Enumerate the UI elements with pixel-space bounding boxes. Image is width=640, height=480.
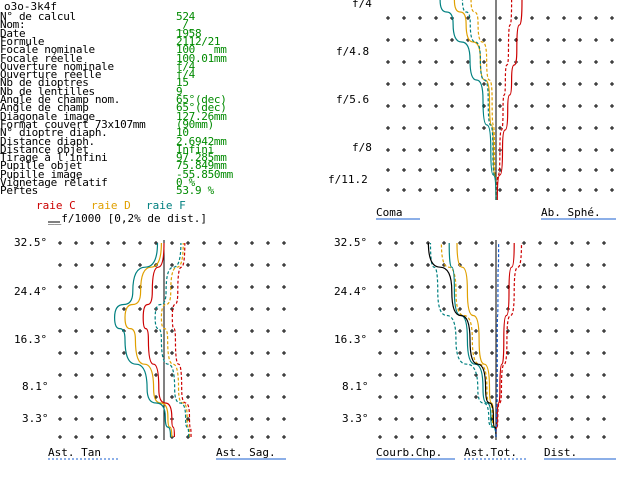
param-value: 100.01mm [176,51,227,65]
tab-ast-sag[interactable]: Ast. Sag. [216,446,276,459]
param-label: Tirage à l'infini [0,151,108,165]
param-label: N° de calcul [0,10,76,23]
dist-series [495,242,500,438]
param-value: 15 [176,76,189,90]
param-label: Angle de champ [0,101,89,115]
scale-note: __f/1000 [0,2% de dist.] [48,212,207,225]
param-value: 75.849mm [176,159,227,173]
param-label: Distance diaph. [0,134,95,148]
window-title: o3o-3k4f [4,0,57,13]
param-label: Diagonale image [0,109,95,123]
tick-label: f/8 [352,141,372,154]
param-value: 1958 [176,26,202,40]
param-value: 2.6942mm [176,134,227,148]
tab-ast-tot[interactable]: Ast.Tot. [464,446,517,459]
param-value: 10 [176,126,189,140]
tick-label: 32.5° [334,236,368,249]
tick-label: f/4 [352,0,372,10]
tick-label: 24.4° [14,285,48,298]
param-value: (90mm) [176,117,214,131]
legend-raie-c: raie C [36,199,76,212]
param-value: 100 mm [176,43,227,57]
tick-label: 3.3° [22,412,49,425]
param-label: Format couvert 73x107mm [0,117,146,131]
param-label: Nb de lentilles [0,84,95,98]
tick-label: 32.5° [14,236,48,249]
courb-series [448,242,497,438]
courb-series-dashed [440,242,497,438]
tab-dist[interactable]: Dist. [544,446,578,459]
tick-label: 24.4° [334,285,368,298]
param-label: Angle de champ nom. [0,93,121,106]
param-label: Pupille objet [0,159,83,173]
tick-label: 3.3° [342,412,369,425]
param-value: f/4 [176,59,195,73]
tab-coma[interactable]: Coma [376,206,403,219]
param-label: Nom: [0,18,26,32]
legend-raie-d: raie D [91,199,131,212]
courb-series [495,242,515,438]
tick-label: f/5.6 [336,93,370,106]
param-value: 9 [176,84,183,98]
param-label: Ouverture nominale [0,59,114,73]
param-value: f/4 [176,68,195,82]
ab-sphe-series-dashed [470,0,497,201]
param-value: 53.9 % [176,184,214,198]
param-value: 65°(dec) [176,93,227,106]
ab-sphe-series [496,0,523,201]
param-value: 0 % [176,176,195,189]
ast-sag-series [171,242,192,438]
param-label: Focale réelle [0,51,83,65]
tick-label: 8.1° [22,380,49,393]
param-label: Focale nominale [0,43,95,57]
tab-courb-chp[interactable]: Courb.Chp. [376,446,443,459]
param-value: Infini [176,142,214,156]
param-label: Ouverture réelle [0,68,102,82]
tick-label: f/11.2 [328,173,368,186]
tick-label: 8.1° [342,380,369,393]
ast-sag-series [154,242,190,438]
param-value: 2112/21 [176,34,221,48]
courb-series-dashed [429,242,497,438]
param-label: Nb de dioptres [0,76,89,90]
ab-sphe-series-dashed [496,0,513,201]
param-label: Pupille image [0,167,83,181]
ast-tan-series [124,242,173,438]
tab-ast-tan[interactable]: Ast. Tan [48,446,101,459]
param-label: N° dioptre diaph. [0,126,108,140]
param-value: _/_ [176,18,195,32]
param-value: 97.285mm [176,151,227,165]
param-label: Date [0,26,26,40]
tick-label: f/4.8 [336,45,370,58]
tick-label: 16.3° [14,333,48,346]
param-label: Vignetage relatif [0,176,108,189]
param-label: Formule [0,34,45,48]
ab-sphe-series-dashed [461,0,497,201]
ast-sag-series [160,242,191,438]
param-label: Distance objet [0,142,89,156]
courb-series-dashed [495,242,523,438]
tick-label: 16.3° [334,333,368,346]
legend-raie-f: raie F [146,199,186,212]
ab-sphe-series [439,0,497,201]
ab-sphe-series [453,0,497,201]
ast-tot-series [427,242,497,438]
tab-ab-sphe[interactable]: Ab. Sphé. [541,206,601,219]
param-value: 127.26mm [176,109,227,123]
param-value: -55.850mm [176,167,233,181]
param-value: 524 [176,10,195,23]
ast-tan-series [142,242,175,438]
param-value: 65°(dec) [176,101,227,115]
param-label: Pertes [0,184,38,198]
ast-tan-series [113,242,172,438]
